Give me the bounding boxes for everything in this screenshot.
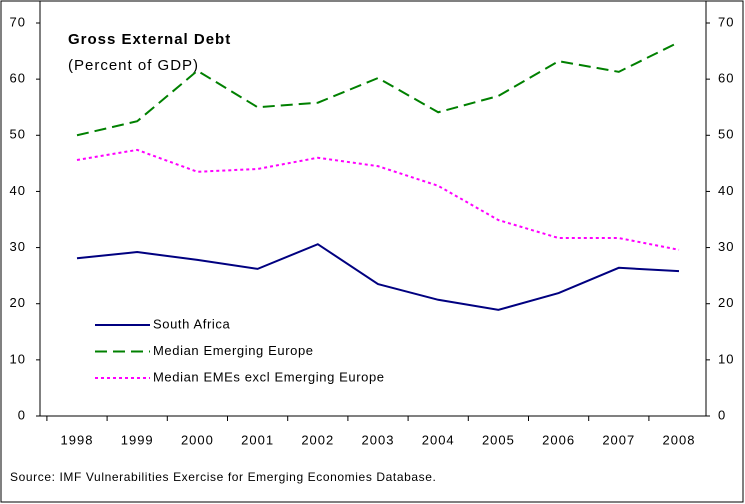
chart-subtitle: (Percent of GDP) — [68, 57, 199, 74]
y2-tick-label: 30 — [718, 239, 734, 254]
y-tick-label: 0 — [18, 407, 26, 422]
y-tick-label: 10 — [10, 351, 26, 366]
y-tick-label: 30 — [10, 239, 26, 254]
series-line — [76, 148, 680, 251]
legend-label: Median EMEs excl Emerging Europe — [153, 369, 385, 384]
series-line — [76, 243, 680, 311]
x-tick-label: 2006 — [542, 432, 575, 447]
y-tick-label: 60 — [10, 71, 26, 86]
y2-tick-label: 40 — [718, 183, 734, 198]
x-tick-label: 2007 — [602, 432, 635, 447]
x-tick-label: 2004 — [422, 432, 455, 447]
source-note: Source: IMF Vulnerabilities Exercise for… — [10, 470, 436, 484]
y-tick-label: 40 — [10, 183, 26, 198]
y-tick-label: 70 — [10, 14, 26, 29]
plot-frame — [39, 0, 707, 417]
y2-tick-label: 50 — [718, 127, 734, 142]
y2-tick-label: 20 — [718, 295, 734, 310]
x-tick-label: 2008 — [663, 432, 696, 447]
x-tick-label: 1999 — [121, 432, 154, 447]
series-line — [76, 41, 680, 137]
y2-tick-label: 0 — [718, 407, 726, 422]
y2-tick-label: 10 — [718, 351, 734, 366]
legend-label: South Africa — [153, 316, 230, 331]
chart-title: Gross External Debt — [68, 31, 231, 48]
y-tick-label: 50 — [10, 127, 26, 142]
x-tick-label: 2000 — [181, 432, 214, 447]
y2-tick-label: 60 — [718, 71, 734, 86]
x-tick-label: 2003 — [362, 432, 395, 447]
x-tick-label: 2001 — [241, 432, 274, 447]
y2-tick-label: 70 — [718, 14, 734, 29]
y-tick-label: 20 — [10, 295, 26, 310]
x-tick-label: 2002 — [301, 432, 334, 447]
x-tick-label: 1998 — [61, 432, 94, 447]
legend-label: Median Emerging Europe — [153, 343, 314, 358]
x-tick-label: 2005 — [482, 432, 515, 447]
